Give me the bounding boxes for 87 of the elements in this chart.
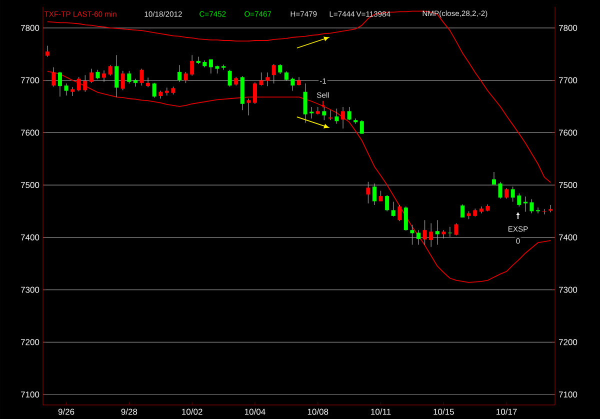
candlestick (523, 196, 528, 212)
candlestick (422, 220, 427, 246)
y-tick-label: 7500 (21, 182, 40, 188)
candlestick (322, 106, 326, 120)
y-tick-label: 7700 (21, 77, 40, 84)
y2-tick-label: 7600 (558, 130, 578, 136)
candlestick (347, 106, 352, 120)
candlestick (70, 86, 75, 96)
y-tick-label: 7100 (21, 392, 40, 398)
candlestick (454, 222, 458, 236)
x-tick-label: 9/26 (58, 408, 74, 415)
candlestick (435, 220, 440, 246)
y-tick-label: 7200 (21, 339, 40, 346)
candlestick (45, 45, 50, 58)
candlestick (120, 70, 125, 91)
y-tick-label: 7600 (21, 130, 40, 136)
y2-tick-label: 7400 (558, 234, 578, 240)
candlestick (284, 71, 288, 82)
candlestick (102, 70, 106, 82)
candlestick (429, 222, 434, 248)
candlestick (328, 110, 332, 120)
candlestick (190, 54, 194, 76)
y2-tick-label: 7100 (558, 392, 578, 398)
y-tick-label: 7400 (21, 234, 40, 240)
candlestick (504, 188, 509, 199)
candlestick (108, 64, 112, 76)
candlestick (498, 182, 502, 199)
candlestick (510, 186, 515, 202)
x-tick-label: 10/11 (371, 408, 391, 415)
candlestick (83, 74, 88, 92)
candlestick (89, 68, 94, 84)
candlestick (391, 202, 396, 217)
candlestick (310, 106, 314, 119)
x-tick-label: 10/04 (244, 408, 266, 415)
candlestick (222, 64, 226, 70)
candlestick (303, 83, 308, 124)
y2-tick-label: 7300 (558, 286, 578, 293)
candlestick (416, 230, 421, 246)
x-tick-label: 10/08 (308, 408, 328, 415)
candlestick (278, 64, 282, 74)
candlestick (290, 77, 295, 92)
candlestick (127, 70, 132, 84)
candlestick (366, 182, 370, 204)
candlestick (398, 204, 402, 222)
candlestick (52, 66, 56, 87)
candlestick (114, 54, 119, 98)
candlestick (184, 72, 188, 84)
candlestick (208, 59, 213, 74)
candlestick (146, 77, 150, 88)
candlestick (64, 83, 68, 96)
candlestick (448, 226, 452, 238)
candlestick (152, 82, 156, 98)
candlestick (228, 70, 232, 87)
candlestick (360, 120, 364, 134)
candlestick (341, 106, 346, 129)
y2-tick-label: 7500 (558, 182, 578, 188)
x-tick-label: 9/28 (121, 408, 138, 415)
candlestick (334, 108, 339, 124)
candlestick (410, 224, 414, 246)
y-tick-label: 7300 (21, 286, 40, 293)
candlestick (266, 72, 270, 86)
candlestick (246, 98, 251, 116)
candlestick (460, 204, 465, 218)
candlestick (385, 194, 390, 212)
y2-tick-label: 7800 (558, 24, 578, 31)
y2-tick-label: 7700 (558, 77, 578, 84)
candlestick (96, 70, 100, 80)
candlestick (58, 72, 62, 97)
candlestick (133, 78, 138, 87)
candlestick (492, 172, 496, 185)
candlestick (252, 82, 257, 104)
candlestick (259, 72, 264, 86)
candlestick (517, 193, 522, 207)
x-tick-label: 10/17 (496, 408, 517, 415)
candlestick (404, 206, 408, 231)
candlestick (530, 198, 534, 214)
candlestick (76, 76, 81, 92)
candlestick (177, 64, 182, 82)
candlestick (536, 207, 540, 214)
x-tick-label: 10/02 (182, 408, 202, 415)
candlestick (272, 64, 276, 84)
candlestick (378, 190, 383, 202)
y-tick-label: 7800 (21, 24, 40, 31)
y2-tick-label: 7200 (558, 339, 578, 346)
x-tick-label: 10/15 (434, 408, 454, 415)
candlestick (140, 68, 144, 86)
candlestick (372, 183, 376, 206)
